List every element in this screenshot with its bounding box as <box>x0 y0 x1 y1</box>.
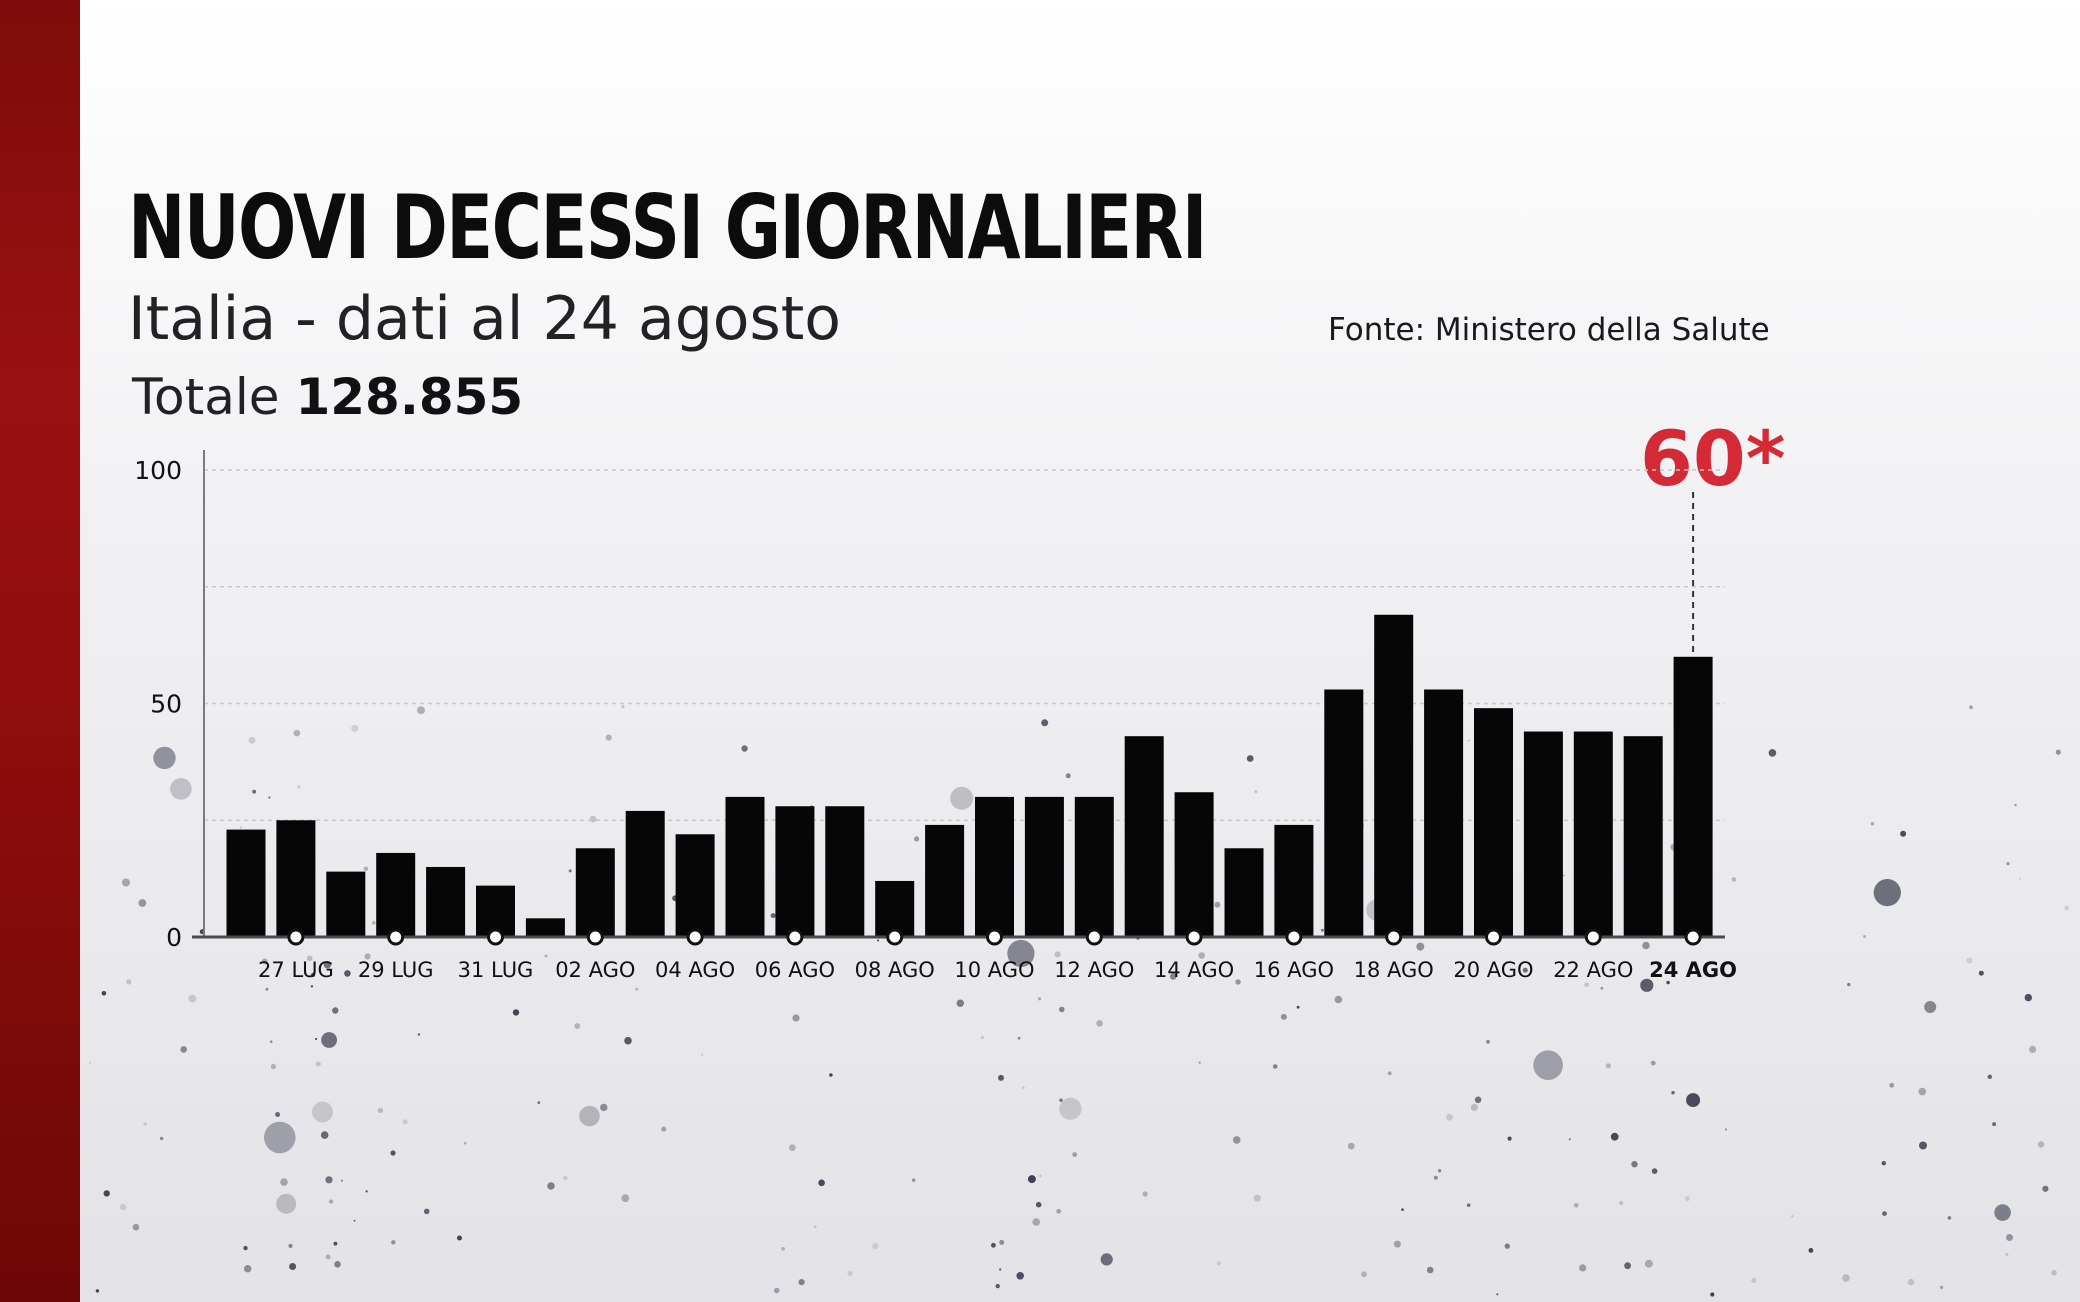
bar <box>675 834 715 937</box>
bar <box>1573 731 1613 937</box>
bar <box>1224 848 1264 937</box>
bar <box>525 918 565 937</box>
chart-title: NUOVI DECESSI GIORNALIERI <box>128 176 1207 279</box>
bar <box>625 810 665 937</box>
x-tick-label: 22 AGO <box>1553 958 1633 982</box>
total-value: 128.855 <box>295 368 524 426</box>
x-tick-marker <box>1485 928 1502 946</box>
total-line: Totale 128.855 <box>132 368 523 426</box>
bar <box>276 820 316 937</box>
bar <box>1623 736 1663 937</box>
bar <box>725 796 765 937</box>
x-tick-marker <box>586 928 604 946</box>
highlight-value-label: 60* <box>1640 414 1786 503</box>
x-tick-label: 27 LUG <box>258 958 334 982</box>
y-tick-label: 0 <box>166 923 182 952</box>
bar <box>1474 708 1513 937</box>
side-accent-band <box>0 0 80 1302</box>
bar <box>1324 689 1364 937</box>
bar <box>426 866 466 937</box>
bar <box>825 806 865 937</box>
bar <box>326 871 366 937</box>
x-tick-label: 16 AGO <box>1254 958 1334 982</box>
source-note: Fonte: Ministero della Salute <box>1328 312 1770 348</box>
bar <box>875 880 915 937</box>
y-tick-label: 50 <box>150 690 182 719</box>
bar <box>975 796 1014 937</box>
x-tick-label: 29 LUG <box>358 958 434 982</box>
bar <box>1374 614 1414 937</box>
total-label: Totale <box>132 368 280 426</box>
x-tick-marker <box>287 928 305 946</box>
bar <box>575 848 615 937</box>
bar <box>775 806 815 937</box>
x-tick-label: 31 LUG <box>458 958 534 982</box>
bar <box>1673 656 1713 937</box>
x-tick-label: 08 AGO <box>855 958 935 982</box>
chart-subtitle: Italia - dati al 24 agosto <box>128 284 841 354</box>
x-tick-label: 04 AGO <box>655 958 735 982</box>
y-tick-label: 100 <box>134 456 182 485</box>
bar <box>925 824 965 937</box>
x-tick-marker <box>1385 928 1403 946</box>
x-tick-label: 02 AGO <box>555 958 635 982</box>
x-tick-label: 18 AGO <box>1354 958 1434 982</box>
x-tick-marker <box>886 928 904 946</box>
bar <box>476 885 515 937</box>
bar <box>1074 796 1114 937</box>
x-tick-marker <box>1085 928 1103 946</box>
x-tick-marker <box>786 928 804 946</box>
x-tick-marker <box>1584 928 1602 946</box>
x-tick-marker <box>1285 928 1303 946</box>
bar <box>226 829 266 937</box>
x-tick-label: 12 AGO <box>1054 958 1134 982</box>
bar <box>1024 796 1064 937</box>
x-tick-label: 24 AGO <box>1649 958 1737 982</box>
x-tick-marker <box>686 928 704 946</box>
x-tick-marker <box>487 928 504 946</box>
bar <box>1124 736 1164 937</box>
x-tick-label: 10 AGO <box>954 958 1034 982</box>
x-tick-marker <box>1185 928 1203 946</box>
x-tick-label: 20 AGO <box>1453 958 1533 982</box>
bar <box>376 852 416 937</box>
x-tick-label: 06 AGO <box>755 958 835 982</box>
x-tick-label: 14 AGO <box>1154 958 1234 982</box>
bar <box>1174 792 1214 937</box>
x-tick-marker <box>387 928 405 946</box>
bar <box>1274 824 1314 937</box>
x-tick-marker <box>986 928 1003 946</box>
bar <box>1523 731 1563 937</box>
bar <box>1424 689 1464 937</box>
x-tick-marker <box>1684 928 1702 946</box>
